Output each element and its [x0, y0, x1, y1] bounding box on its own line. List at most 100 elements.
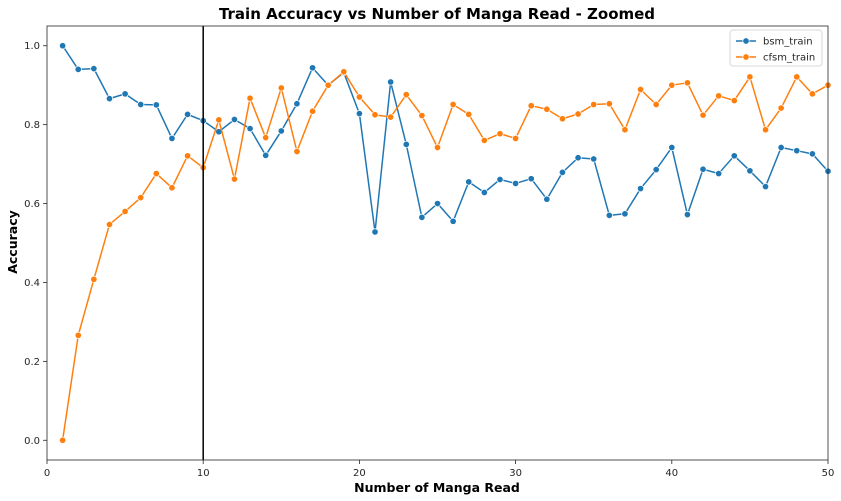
data-point-bsm_train [605, 211, 613, 219]
data-point-cfsm_train [605, 100, 613, 108]
data-point-cfsm_train [465, 110, 473, 118]
data-point-bsm_train [699, 165, 707, 173]
data-point-bsm_train [715, 170, 723, 178]
data-point-bsm_train [746, 167, 754, 175]
data-point-cfsm_train [433, 143, 442, 152]
y-tick-label: 0.8 [24, 120, 40, 131]
data-point-bsm_train [808, 150, 816, 158]
x-tick-label: 40 [665, 468, 678, 479]
data-point-cfsm_train [230, 175, 238, 183]
data-point-cfsm_train [496, 130, 504, 138]
data-point-cfsm_train [652, 100, 660, 109]
data-point-cfsm_train [715, 92, 723, 100]
data-point-bsm_train [730, 152, 738, 160]
data-point-cfsm_train [74, 331, 82, 339]
data-point-bsm_train [168, 134, 176, 142]
data-point-cfsm_train [137, 194, 145, 202]
data-point-bsm_train [387, 78, 395, 86]
data-point-bsm_train [230, 115, 238, 124]
plot-area: 0 10 20 30 40 50 0.0 0.2 0.4 0.6 0.8 1.0 [24, 25, 835, 479]
data-point-bsm_train [74, 65, 82, 73]
data-point-cfsm_train [480, 136, 488, 144]
data-point-bsm_train [512, 179, 520, 187]
data-point-cfsm_train [59, 436, 67, 444]
legend: bsm_train cfsm_train [729, 29, 823, 67]
data-point-bsm_train [480, 188, 488, 197]
x-tick-label: 20 [353, 468, 366, 479]
legend-swatch-marker [742, 53, 750, 61]
data-point-cfsm_train [574, 110, 582, 118]
y-tick-label: 1.0 [24, 41, 40, 52]
data-point-bsm_train [105, 95, 114, 103]
data-point-bsm_train [137, 100, 145, 109]
data-point-bsm_train [465, 178, 473, 186]
data-point-cfsm_train [668, 81, 676, 89]
data-point-bsm_train [449, 217, 457, 225]
data-point-bsm_train [152, 101, 160, 109]
data-point-bsm_train [121, 90, 129, 98]
data-point-cfsm_train [761, 126, 770, 134]
data-point-cfsm_train [558, 115, 567, 123]
data-point-bsm_train [355, 110, 363, 118]
data-point-cfsm_train [262, 134, 270, 142]
data-point-bsm_train [293, 100, 301, 108]
data-point-bsm_train [90, 65, 98, 73]
data-point-cfsm_train [340, 68, 348, 76]
data-point-bsm_train [277, 127, 285, 135]
data-point-cfsm_train [621, 126, 629, 134]
data-point-bsm_train [402, 140, 410, 148]
x-tick-label: 30 [509, 468, 522, 479]
data-point-bsm_train [668, 143, 676, 152]
data-point-cfsm_train [512, 134, 520, 142]
data-point-cfsm_train [730, 97, 738, 105]
plot-frame [46, 25, 829, 461]
data-point-cfsm_train [371, 111, 379, 119]
data-point-cfsm_train [152, 170, 160, 178]
y-axis-title: Accuracy [5, 210, 20, 274]
data-point-bsm_train [590, 155, 598, 163]
data-point-cfsm_train [277, 84, 285, 92]
y-tick-label: 0.2 [24, 357, 40, 368]
data-point-bsm_train [574, 154, 582, 162]
data-point-cfsm_train [184, 152, 192, 160]
data-point-cfsm_train [402, 91, 410, 99]
data-point-cfsm_train [293, 147, 301, 156]
data-point-bsm_train [683, 211, 691, 219]
x-axis-title: Number of Manga Read [354, 480, 520, 495]
data-point-cfsm_train [418, 112, 426, 120]
data-point-bsm_train [496, 175, 504, 184]
data-point-cfsm_train [449, 100, 457, 109]
data-point-cfsm_train [808, 90, 816, 98]
data-point-bsm_train [558, 168, 567, 176]
data-point-cfsm_train [246, 94, 254, 102]
data-point-bsm_train [418, 213, 426, 221]
data-point-cfsm_train [637, 85, 645, 94]
data-point-cfsm_train [683, 79, 691, 87]
data-point-bsm_train [246, 125, 254, 133]
x-tick-label: 50 [822, 468, 835, 479]
data-point-cfsm_train [527, 102, 535, 110]
data-point-bsm_train [527, 175, 535, 183]
legend-label: cfsm_train [763, 53, 815, 64]
y-tick-label: 0.0 [24, 436, 40, 447]
data-point-bsm_train [652, 166, 660, 174]
data-point-cfsm_train [308, 107, 317, 115]
y-tick-label: 0.4 [24, 278, 40, 289]
x-tick-label: 10 [197, 468, 210, 479]
data-point-bsm_train [777, 143, 785, 152]
data-point-cfsm_train [590, 100, 598, 109]
legend-label: bsm_train [763, 37, 813, 48]
data-point-bsm_train [59, 42, 67, 50]
data-point-bsm_train [184, 110, 192, 118]
data-point-bsm_train [637, 185, 645, 193]
data-point-cfsm_train [168, 184, 176, 192]
data-point-cfsm_train [90, 275, 98, 283]
data-point-bsm_train [793, 147, 801, 155]
data-point-cfsm_train [746, 73, 754, 81]
data-point-cfsm_train [355, 93, 363, 101]
data-point-cfsm_train [777, 104, 785, 112]
data-point-cfsm_train [543, 105, 551, 113]
data-point-cfsm_train [105, 220, 114, 229]
data-point-cfsm_train [324, 81, 332, 89]
